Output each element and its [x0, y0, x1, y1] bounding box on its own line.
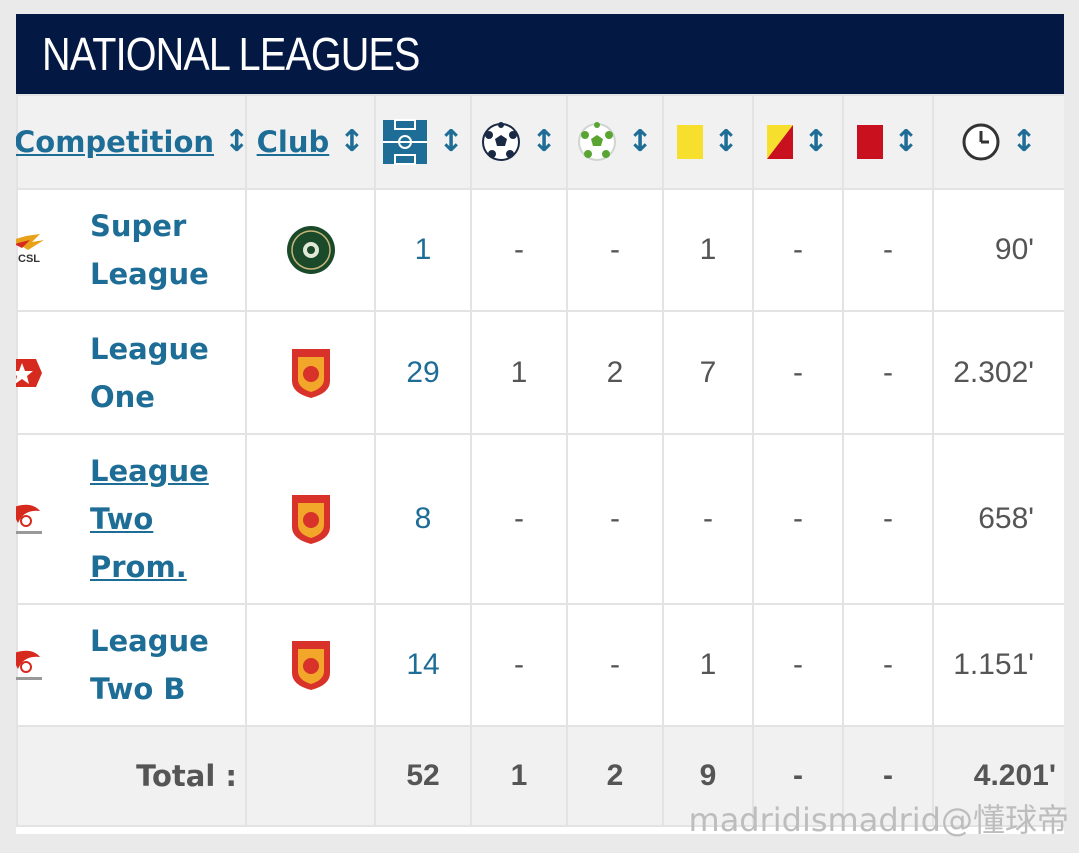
goals-value: -	[470, 433, 568, 605]
sort-icon[interactable]: ↕	[1011, 124, 1037, 159]
sort-icon[interactable]: ↕	[438, 124, 464, 159]
club-cell	[245, 310, 376, 435]
assists-value: -	[566, 603, 664, 727]
sort-icon[interactable]: ↕	[803, 124, 829, 159]
competition-link[interactable]: Super League	[90, 209, 209, 291]
yellow-red-card-header[interactable]: ↕	[752, 94, 844, 190]
minutes-value: 1.151'	[932, 603, 1064, 727]
national-leagues-panel: NATIONAL LEAGUES Competition ↕ Club ↕	[16, 14, 1064, 834]
minutes-value: 2.302'	[932, 310, 1064, 435]
table-row: League One 29 1 2 7 -	[16, 310, 1064, 435]
red-club-crest-icon[interactable]	[290, 639, 332, 691]
competition-cell: League Two B	[16, 603, 247, 727]
yellow-red-cards-value: -	[752, 603, 844, 727]
league-two-logo-icon[interactable]	[16, 501, 50, 537]
league-two-logo-icon[interactable]	[16, 647, 50, 683]
assists-value: 2	[566, 310, 664, 435]
competition-link[interactable]: League Two Prom.	[90, 454, 209, 584]
red-card-icon[interactable]	[857, 125, 884, 159]
minutes-value: 90'	[932, 188, 1064, 312]
sort-icon[interactable]: ↕	[893, 124, 919, 159]
total-red-cards: -	[842, 725, 934, 827]
red-club-crest-icon[interactable]	[290, 493, 332, 545]
sort-icon[interactable]: ↕	[339, 124, 365, 159]
appearances-link[interactable]: 14	[374, 603, 472, 727]
club-sort-link[interactable]: Club	[256, 125, 330, 159]
goals-value: -	[470, 603, 568, 727]
yellow-red-cards-value: -	[752, 188, 844, 312]
competition-cell: CSL Super League	[16, 188, 247, 312]
goals-header[interactable]: ↕	[470, 94, 568, 190]
competition-header[interactable]: Competition ↕	[16, 94, 250, 190]
goals-ball-icon[interactable]	[481, 122, 521, 162]
yellow-red-cards-value: -	[752, 433, 844, 605]
yellow-cards-value: -	[662, 433, 754, 605]
total-label: Total :	[16, 725, 247, 827]
total-row: Total : 52 1 2 9 - - 4.201'	[16, 725, 1064, 827]
appearances-link[interactable]: 29	[374, 310, 472, 435]
total-goals: 1	[470, 725, 568, 827]
red-card-header[interactable]: ↕	[842, 94, 934, 190]
red-club-crest-icon[interactable]	[290, 347, 332, 399]
competition-cell: League One	[16, 310, 247, 435]
league-one-logo-icon[interactable]	[16, 355, 50, 391]
total-club-cell	[245, 725, 376, 827]
assists-header[interactable]: ↕	[566, 94, 664, 190]
panel-title: NATIONAL LEAGUES	[42, 28, 420, 80]
goals-value: 1	[470, 310, 568, 435]
table-row: CSL Super League 1	[16, 188, 1064, 312]
yellow-cards-value: 7	[662, 310, 754, 435]
sort-icon[interactable]: ↕	[531, 124, 557, 159]
club-cell	[245, 188, 376, 312]
watermark: madridismadrid@懂球帝	[688, 801, 1069, 839]
competition-link[interactable]: League One	[90, 331, 209, 414]
assists-value: -	[566, 188, 664, 312]
total-assists: 2	[566, 725, 664, 827]
club-cell	[245, 603, 376, 727]
stats-table: Competition ↕ Club ↕	[16, 94, 1064, 827]
yellow-card-header[interactable]: ↕	[662, 94, 754, 190]
sort-icon[interactable]: ↕	[713, 124, 739, 159]
goals-value: -	[470, 188, 568, 312]
appearances-header[interactable]: ↕	[374, 94, 472, 190]
red-cards-value: -	[842, 310, 934, 435]
sort-icon[interactable]: ↕	[627, 124, 653, 159]
total-yellow-red-cards: -	[752, 725, 844, 827]
table-row: League Two Prom. 8 - - - -	[16, 433, 1064, 605]
red-cards-value: -	[842, 603, 934, 727]
red-cards-value: -	[842, 188, 934, 312]
appearances-link[interactable]: 1	[374, 188, 472, 312]
minutes-value: 658'	[932, 433, 1064, 605]
minutes-header[interactable]: ↕	[932, 94, 1064, 190]
total-yellow-cards: 9	[662, 725, 754, 827]
yellow-red-cards-value: -	[752, 310, 844, 435]
panel-title-bar: NATIONAL LEAGUES	[16, 14, 1064, 94]
green-club-crest-icon[interactable]	[286, 225, 336, 275]
red-cards-value: -	[842, 433, 934, 605]
assists-value: -	[566, 433, 664, 605]
csl-logo-icon[interactable]: CSL	[16, 232, 50, 268]
yellow-cards-value: 1	[662, 603, 754, 727]
assists-ball-icon[interactable]	[577, 122, 617, 162]
yellow-red-card-icon[interactable]	[767, 125, 794, 159]
appearances-pitch-icon[interactable]	[382, 119, 428, 165]
total-appearances: 52	[374, 725, 472, 827]
competition-link[interactable]: League Two B	[90, 624, 209, 706]
club-cell	[245, 433, 376, 605]
competition-sort-link[interactable]: Competition	[16, 125, 215, 159]
total-minutes: 4.201'	[932, 725, 1064, 827]
club-header[interactable]: Club ↕	[245, 94, 376, 190]
yellow-cards-value: 1	[662, 188, 754, 312]
sort-icon[interactable]: ↕	[224, 124, 250, 159]
appearances-link[interactable]: 8	[374, 433, 472, 605]
table-row: League Two B 14 - - 1 -	[16, 603, 1064, 727]
yellow-card-icon[interactable]	[677, 125, 704, 159]
svg-text:CSL: CSL	[18, 253, 40, 265]
minutes-clock-icon[interactable]	[961, 122, 1001, 162]
header-row: Competition ↕ Club ↕	[16, 94, 1064, 190]
competition-cell: League Two Prom.	[16, 433, 247, 605]
